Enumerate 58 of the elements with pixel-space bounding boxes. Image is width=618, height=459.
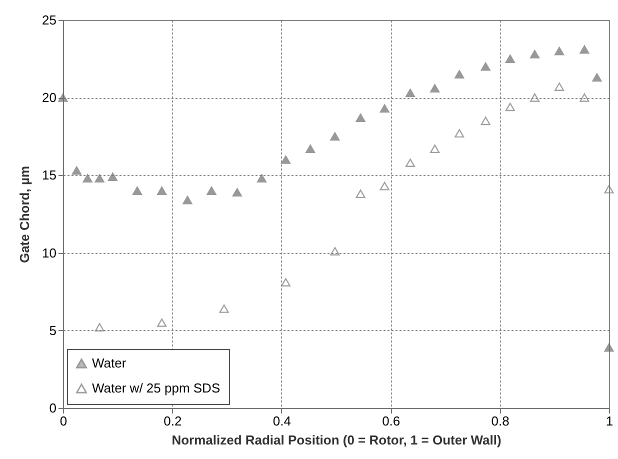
x-tick-label: 1 [606, 414, 614, 428]
point [480, 116, 490, 126]
y-tick-label: 5 [49, 322, 56, 338]
y-tick-label: 0 [49, 400, 56, 416]
point [82, 174, 92, 183]
x-tick-label: 0.8 [491, 414, 510, 428]
point [94, 323, 104, 332]
point [280, 278, 291, 287]
point [157, 186, 167, 195]
x-tick-label: 0.4 [272, 414, 291, 428]
point [94, 174, 104, 183]
point [505, 102, 515, 112]
point [157, 318, 167, 327]
point [454, 70, 464, 79]
point [454, 129, 464, 138]
point [72, 166, 82, 175]
point [58, 93, 68, 102]
point [554, 82, 564, 91]
legend-label: Water [92, 356, 127, 370]
point [219, 304, 229, 313]
point [280, 155, 291, 164]
point [405, 158, 416, 168]
point [380, 182, 390, 190]
y-tick-label: 25 [42, 12, 56, 28]
point [430, 84, 440, 93]
x-tick-label: 0.2 [164, 414, 182, 428]
point [306, 144, 316, 154]
point [592, 73, 602, 82]
point [405, 88, 416, 98]
point [580, 45, 590, 54]
x-axis-title: Normalized Radial Position (0 = Rotor, 1 = Outer Wall) [172, 432, 502, 448]
point [530, 50, 540, 58]
point [530, 93, 540, 102]
y-tick-label: 20 [42, 90, 56, 106]
point [505, 54, 515, 64]
point [356, 190, 366, 198]
point [232, 188, 242, 196]
y-tick-label: 15 [42, 168, 56, 183]
point [182, 196, 192, 204]
point [580, 93, 590, 102]
point [256, 174, 267, 183]
point [132, 186, 142, 195]
point [604, 184, 614, 194]
x-tick-label: 0.6 [382, 414, 400, 428]
y-tick-label: 10 [42, 245, 56, 260]
point [480, 62, 490, 71]
x-tick-label: 0 [60, 414, 68, 428]
point [356, 114, 366, 122]
point [206, 186, 216, 195]
point [604, 343, 614, 352]
point [554, 46, 564, 56]
point [330, 132, 340, 141]
y-axis-title: Gate Chord, µm [17, 166, 32, 264]
point [108, 172, 118, 181]
point [330, 247, 340, 256]
point [430, 144, 440, 154]
legend-label: Water w/ 25 ppm SDS [92, 380, 220, 396]
point [380, 104, 390, 113]
